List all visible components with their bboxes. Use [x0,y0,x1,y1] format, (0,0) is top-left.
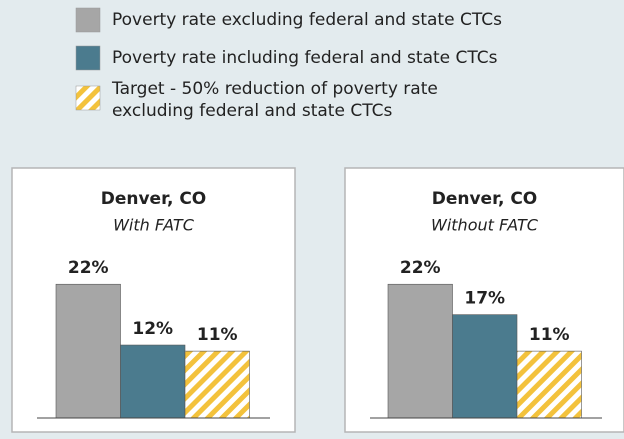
legend-swatch [75,7,101,33]
value-label: 11% [197,325,238,345]
bar [516,350,582,419]
value-label: 12% [132,319,173,339]
bar [120,344,186,419]
value-label: 22% [400,258,441,278]
panel-title: Denver, CO [101,189,207,209]
legend-label: Poverty rate including federal and state… [112,48,498,68]
bar [184,350,250,419]
bar [55,283,121,419]
legend-swatch [75,45,101,71]
value-label: 17% [464,289,505,309]
legend-label: Poverty rate excluding federal and state… [112,10,502,30]
legend-swatch [75,85,101,111]
value-label: 11% [529,325,570,345]
panel-title: Denver, CO [432,189,538,209]
legend-label: Target - 50% reduction of poverty rate [111,79,438,99]
value-label: 22% [68,258,109,278]
bar [452,314,518,419]
legend-label: excluding federal and state CTCs [112,101,392,121]
bar [387,283,453,419]
panel-subtitle: Without FATC [431,216,539,235]
panel-subtitle: With FATC [113,216,195,235]
